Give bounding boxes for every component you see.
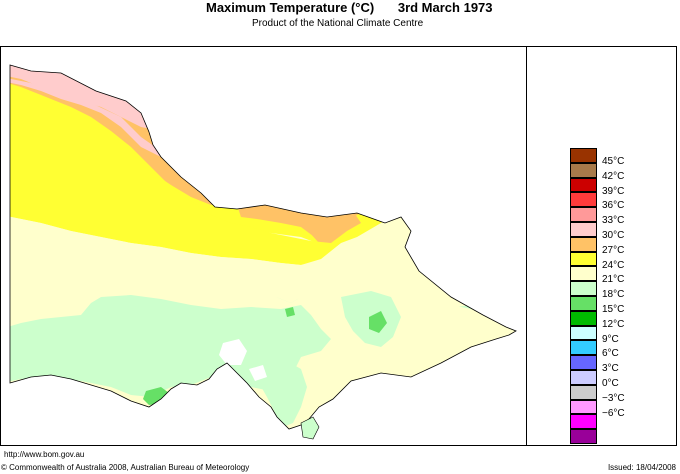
band-30c-east [237,203,361,243]
port-phillip-bay [219,339,247,365]
legend-row: 18°C [570,281,650,300]
legend-row: 33°C [570,207,650,226]
legend-swatch [570,355,597,370]
victoria-temperature-map [9,64,517,440]
legend-swatch [570,236,597,252]
title-text: Maximum Temperature (°C) [206,0,375,15]
legend-label: 12°C [602,318,625,330]
western-port-bay [249,365,267,381]
legend-row: 6°C [570,340,650,359]
footer-copyright: © Commonwealth of Australia 2008, Austra… [1,463,250,472]
legend-label: 6°C [602,348,619,360]
legend-swatch [570,369,597,385]
legend-label: 33°C [602,215,625,227]
legend-swatch [570,399,597,415]
legend-swatch [570,192,597,208]
legend-row: 24°C [570,251,650,271]
legend-label: 27°C [602,244,625,256]
legend-label: 21°C [602,274,625,286]
footer-issued: Issued: 18/04/2008 [607,463,676,472]
band-21c-southeast [259,361,307,427]
legend-swatch [570,148,597,163]
legend-swatch [570,221,597,237]
legend-label: 18°C [602,289,625,301]
legend-row: 42°C [570,162,650,182]
band-18c-patch-1 [369,311,387,333]
legend-row: 30°C [570,221,650,241]
legend-swatch [570,414,597,430]
map-title: Maximum Temperature (°C) 3rd March 1973 [206,0,493,15]
band-21c-west [10,295,331,397]
legend-label: 39°C [602,185,625,197]
footer-url: http://www.bom.gov.au [4,450,85,459]
band-18c-patch-2 [285,307,295,317]
legend-label: 0°C [602,377,619,389]
title-date: 3rd March 1973 [397,0,493,15]
band-24c-mid [10,215,411,303]
legend-label: −3°C [602,392,625,404]
legend-swatch [570,281,597,296]
legend-swatch [570,325,597,341]
legend-label: 42°C [602,170,625,182]
legend-swatch [570,251,597,267]
legend-row: −3°C [570,384,650,404]
legend-swatch [570,429,597,444]
legend-label: 24°C [602,259,625,271]
legend-row: −6°C [570,399,650,419]
legend-label: −6°C [602,407,625,419]
legend-row-bottom [570,414,650,430]
legend-label: 45°C [602,156,625,167]
wilsons-promontory [300,416,320,440]
legend-swatch [570,310,597,326]
legend-swatch [570,177,597,193]
legend-label: 9°C [602,333,619,345]
legend-swatch [570,384,597,400]
legend-label: 3°C [602,363,619,375]
legend-row: 15°C [570,295,650,315]
legend-row: 3°C [570,355,650,374]
legend-row: 39°C [570,177,650,197]
temperature-legend: 45°C 42°C 39°C 36°C 33°C 30°C 27°C 24°C [570,148,650,444]
legend-label: 15°C [602,303,625,315]
legend-swatch [570,340,597,356]
legend-row-last [570,429,650,444]
legend-label: 36°C [602,200,625,212]
legend-divider [526,46,527,446]
legend-swatch [570,266,597,282]
legend-swatch [570,207,597,222]
legend-label: 30°C [602,229,625,241]
legend-swatch [570,162,597,178]
map-subtitle: Product of the National Climate Centre [252,18,424,29]
map-frame [0,46,677,446]
legend-row: 12°C [570,310,650,330]
victoria-outline [9,64,517,430]
legend-row: 36°C [570,192,650,211]
legend-row: 0°C [570,369,650,389]
legend-row: 27°C [570,236,650,256]
temperature-bands [10,65,516,429]
legend-row: 9°C [570,325,650,345]
legend-swatch [570,295,597,311]
legend-row: 45°C [570,148,650,167]
band-27c-mid [10,81,341,265]
legend-row: 21°C [570,266,650,285]
